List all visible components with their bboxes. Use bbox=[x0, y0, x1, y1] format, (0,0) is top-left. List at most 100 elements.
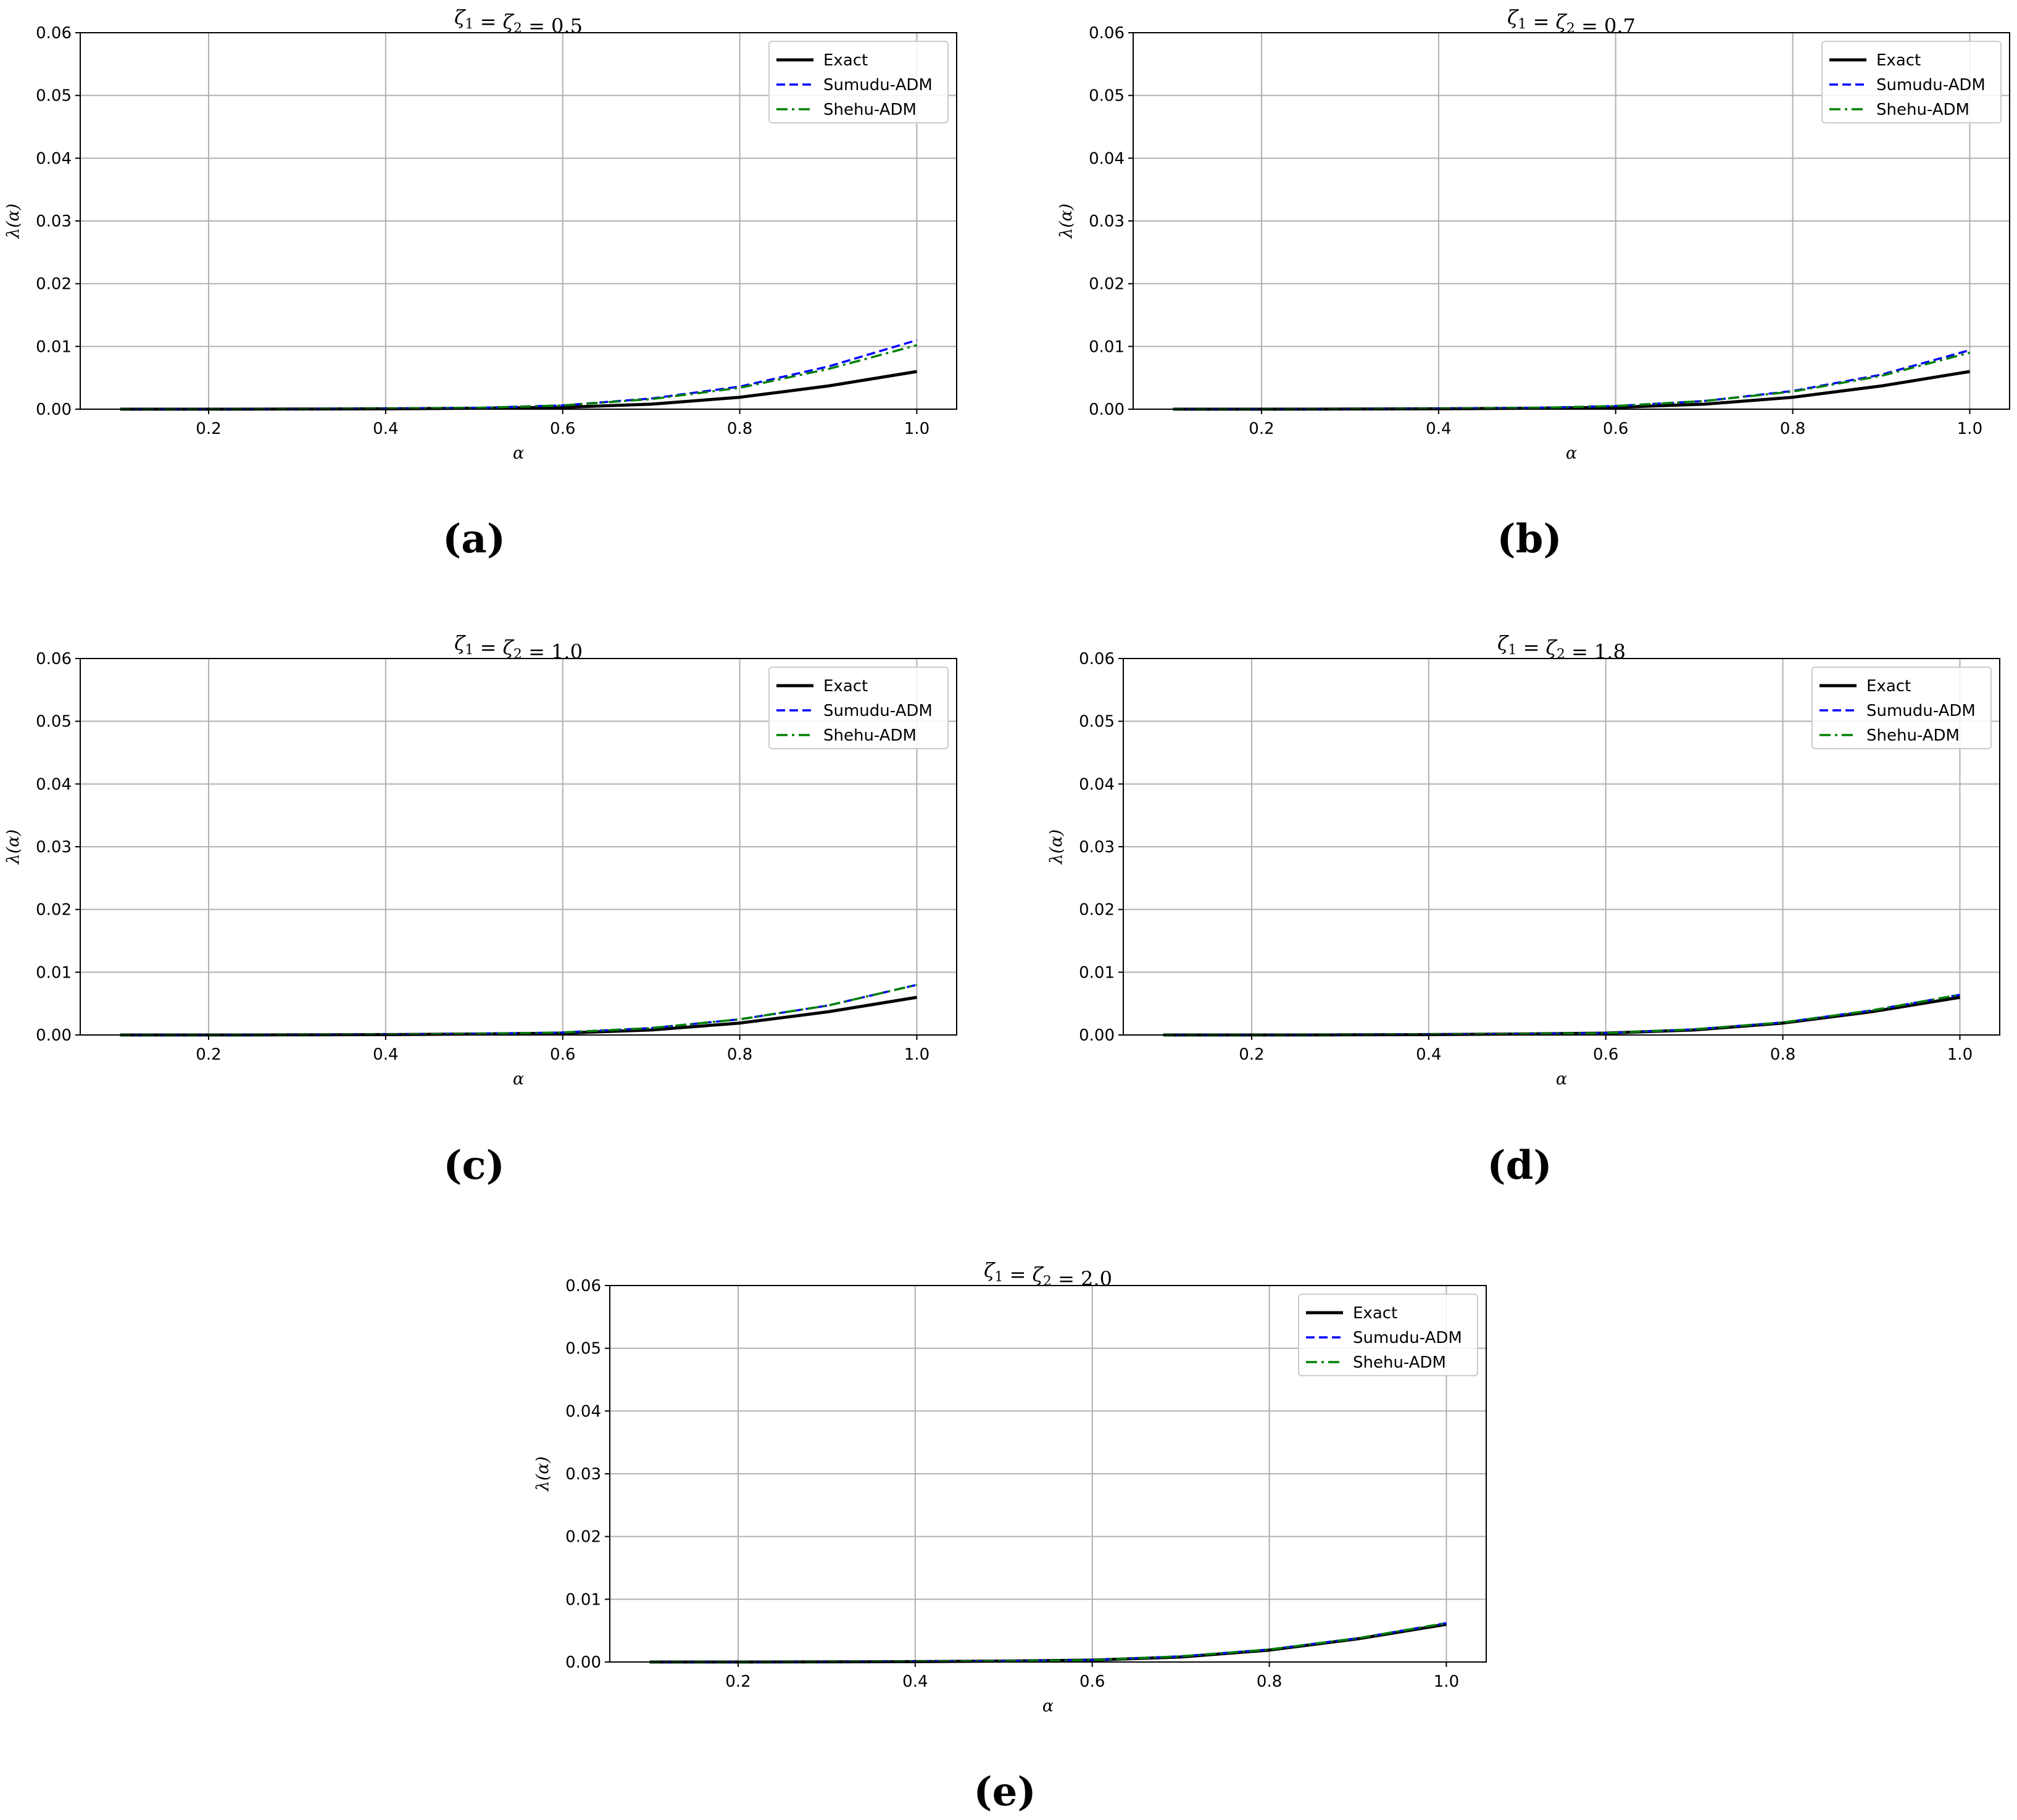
legend-entry: Sumudu-ADM bbox=[1866, 702, 1976, 720]
y-axis-label: λ(α) bbox=[533, 1456, 552, 1492]
x-axis-label: α bbox=[1556, 1070, 1567, 1089]
legend-entry: Sumudu-ADM bbox=[1353, 1329, 1462, 1347]
x-tick-label: 0.4 bbox=[1426, 420, 1451, 438]
y-tick-label: 0.03 bbox=[36, 838, 72, 857]
x-tick-label: 0.8 bbox=[727, 420, 752, 438]
x-tick-label: 1.0 bbox=[1947, 1045, 1973, 1064]
legend: Exact Sumudu-ADM Shehu-ADM bbox=[1821, 41, 2002, 123]
y-tick-label: 0.02 bbox=[36, 901, 72, 920]
legend-box bbox=[768, 667, 949, 749]
series-line-exact bbox=[1163, 995, 1960, 1037]
legend: Exact Sumudu-ADM Shehu-ADM bbox=[1811, 667, 1992, 749]
legend-entry: Exact bbox=[1866, 677, 1911, 696]
chart-panel: 0.2 0.4 0.6 0.8 1.0 0.00 0.01 0.02 0.03 0.04 0.05 0… bbox=[4, 6, 957, 562]
chart-title: ζ1 = ζ2 = 1.8 bbox=[1497, 631, 1626, 663]
x-tick-label: 0.2 bbox=[196, 1045, 221, 1064]
legend-box bbox=[1298, 1294, 1478, 1376]
y-tick-label: 0.00 bbox=[1079, 1026, 1115, 1045]
chart-title: ζ1 = ζ2 = 1.0 bbox=[454, 631, 583, 663]
y-tick-label: 0.06 bbox=[1089, 24, 1125, 43]
x-tick-label: 0.6 bbox=[1079, 1672, 1105, 1691]
series-line-exact bbox=[120, 995, 917, 1037]
y-tick-label: 0.00 bbox=[36, 401, 72, 419]
y-tick-label: 0.05 bbox=[1079, 713, 1115, 731]
x-tick-label: 0.8 bbox=[1770, 1045, 1795, 1064]
x-tick-label: 0.6 bbox=[1603, 420, 1628, 438]
series-line-sumudu-adm bbox=[1163, 994, 1960, 1036]
y-tick-label: 0.04 bbox=[1079, 775, 1115, 794]
series-line-sumudu-adm bbox=[120, 339, 917, 410]
y-tick-label: 0.06 bbox=[36, 24, 72, 43]
y-tick-label: 0.05 bbox=[565, 1340, 601, 1358]
panel-caption: (a) bbox=[443, 516, 505, 562]
x-tick-label: 1.0 bbox=[1957, 420, 1982, 438]
legend-entry: Shehu-ADM bbox=[823, 101, 917, 119]
chart-title: ζ1 = ζ2 = 2.0 bbox=[984, 1258, 1112, 1290]
y-tick-label: 0.02 bbox=[36, 275, 72, 294]
y-tick-label: 0.05 bbox=[1089, 87, 1125, 106]
chart-title: ζ1 = ζ2 = 0.7 bbox=[1507, 6, 1636, 38]
x-tick-label: 0.2 bbox=[725, 1672, 751, 1691]
y-axis-label: λ(α) bbox=[1057, 204, 1076, 239]
y-axis-label: λ(α) bbox=[4, 829, 23, 865]
x-tick-label: 0.6 bbox=[550, 1045, 575, 1064]
legend: Exact Sumudu-ADM Shehu-ADM bbox=[768, 41, 949, 123]
x-tick-label: 0.8 bbox=[727, 1045, 752, 1064]
x-tick-label: 0.4 bbox=[373, 420, 398, 438]
legend-box bbox=[768, 41, 949, 123]
y-tick-label: 0.04 bbox=[565, 1402, 601, 1421]
y-tick-label: 0.01 bbox=[1089, 338, 1125, 356]
y-tick-label: 0.05 bbox=[36, 87, 72, 106]
legend-entry: Shehu-ADM bbox=[1353, 1353, 1446, 1372]
legend-entry: Sumudu-ADM bbox=[1876, 76, 1986, 94]
y-tick-label: 0.03 bbox=[1079, 838, 1115, 857]
y-tick-label: 0.04 bbox=[1089, 149, 1125, 168]
y-tick-label: 0.04 bbox=[36, 149, 72, 168]
legend-box bbox=[1821, 41, 2002, 123]
y-tick-label: 0.02 bbox=[1079, 901, 1115, 920]
legend: Exact Sumudu-ADM Shehu-ADM bbox=[768, 667, 949, 749]
x-tick-label: 0.4 bbox=[902, 1672, 928, 1691]
legend-entry: Exact bbox=[823, 677, 868, 696]
x-axis-label: α bbox=[513, 1070, 524, 1089]
legend-entry: Sumudu-ADM bbox=[823, 702, 933, 720]
y-tick-label: 0.03 bbox=[1089, 212, 1125, 231]
y-axis-label: λ(α) bbox=[1047, 829, 1066, 865]
x-tick-label: 0.2 bbox=[1249, 420, 1274, 438]
y-tick-label: 0.01 bbox=[565, 1590, 601, 1609]
panel-caption: (e) bbox=[973, 1769, 1036, 1815]
series-line-sumudu-adm bbox=[120, 983, 917, 1036]
chart-title: ζ1 = ζ2 = 0.5 bbox=[454, 6, 583, 38]
legend-entry: Exact bbox=[823, 51, 868, 70]
x-tick-label: 0.4 bbox=[373, 1045, 398, 1064]
x-tick-label: 1.0 bbox=[904, 1045, 929, 1064]
y-tick-label: 0.03 bbox=[565, 1465, 601, 1484]
panel-caption: (c) bbox=[443, 1142, 505, 1189]
series-line-shehu-adm bbox=[120, 344, 917, 410]
x-tick-label: 0.6 bbox=[1593, 1045, 1618, 1064]
series-line-exact bbox=[1173, 370, 1970, 411]
x-tick-label: 0.8 bbox=[1257, 1672, 1282, 1691]
y-tick-label: 0.06 bbox=[36, 650, 72, 668]
chart-panel: 0.2 0.4 0.6 0.8 1.0 0.00 0.01 0.02 0.03 0.04 0.05 0… bbox=[4, 631, 957, 1189]
x-axis-label: α bbox=[513, 444, 524, 463]
x-tick-label: 0.8 bbox=[1780, 420, 1805, 438]
y-tick-label: 0.03 bbox=[36, 212, 72, 231]
legend-entry: Exact bbox=[1353, 1304, 1397, 1323]
legend-entry: Shehu-ADM bbox=[823, 726, 917, 745]
chart-panel: 0.2 0.4 0.6 0.8 1.0 0.00 0.01 0.02 0.03 0.04 0.05 0… bbox=[1047, 631, 2000, 1189]
series-line-exact bbox=[120, 370, 917, 411]
panel-caption: (d) bbox=[1487, 1142, 1552, 1189]
x-tick-label: 0.2 bbox=[196, 420, 221, 438]
series-line-sumudu-adm bbox=[1173, 349, 1970, 410]
y-tick-label: 0.06 bbox=[565, 1277, 601, 1295]
y-axis-label: λ(α) bbox=[4, 204, 23, 239]
legend-box bbox=[1811, 667, 1992, 749]
y-tick-label: 0.02 bbox=[565, 1528, 601, 1547]
y-tick-label: 0.00 bbox=[1089, 401, 1125, 419]
legend-entry: Shehu-ADM bbox=[1866, 726, 1960, 745]
legend: Exact Sumudu-ADM Shehu-ADM bbox=[1298, 1294, 1478, 1376]
legend-entry: Exact bbox=[1876, 51, 1921, 70]
y-tick-label: 0.06 bbox=[1079, 650, 1115, 668]
legend-entry: Shehu-ADM bbox=[1876, 101, 1969, 119]
